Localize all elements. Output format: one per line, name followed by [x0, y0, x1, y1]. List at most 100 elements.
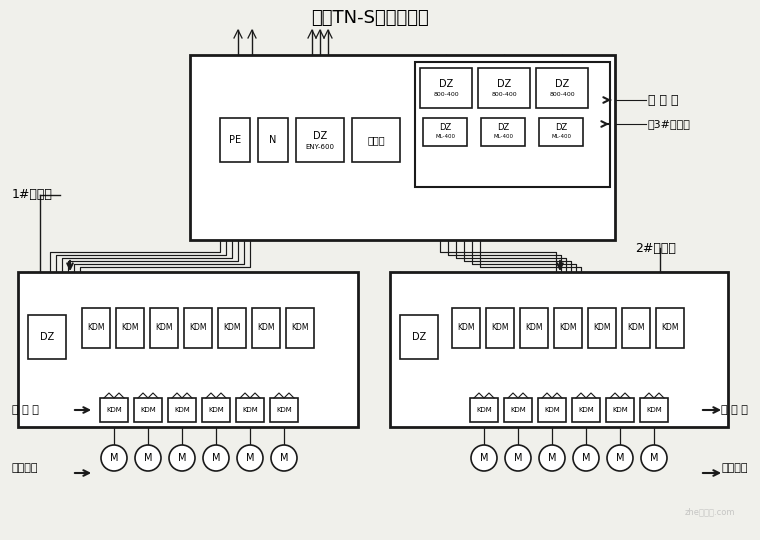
Bar — [190, 55, 615, 240]
Text: KDM: KDM — [87, 323, 105, 333]
Text: M: M — [650, 453, 658, 463]
Text: 800-400: 800-400 — [549, 91, 575, 97]
Bar — [538, 398, 566, 422]
Text: DZ: DZ — [412, 332, 426, 342]
Text: M: M — [178, 453, 186, 463]
Bar — [252, 308, 280, 348]
Bar — [554, 308, 582, 348]
Text: KDM: KDM — [612, 407, 628, 413]
Circle shape — [101, 445, 127, 471]
Text: KDM: KDM — [257, 323, 275, 333]
Circle shape — [271, 445, 297, 471]
Text: KDM: KDM — [276, 407, 292, 413]
Text: KDM: KDM — [646, 407, 662, 413]
Text: KDM: KDM — [291, 323, 309, 333]
Bar — [150, 308, 178, 348]
Text: DZ: DZ — [555, 124, 567, 132]
Bar — [656, 308, 684, 348]
Text: M: M — [109, 453, 119, 463]
Text: KDM: KDM — [242, 407, 258, 413]
Bar — [270, 398, 298, 422]
Text: ENY-600: ENY-600 — [306, 144, 334, 150]
Text: 电度表: 电度表 — [367, 135, 385, 145]
Text: PE: PE — [229, 135, 241, 145]
Text: ML-400: ML-400 — [435, 134, 455, 139]
Text: KDM: KDM — [661, 323, 679, 333]
Text: 2#分电箱: 2#分电箱 — [635, 241, 676, 254]
Text: DZ: DZ — [497, 124, 509, 132]
Text: M: M — [245, 453, 255, 463]
Bar — [352, 118, 400, 162]
Text: 随 机 箱: 随 机 箱 — [721, 405, 748, 415]
Text: zhe工程网.com: zhe工程网.com — [685, 508, 735, 516]
Text: 随 机 箱: 随 机 箱 — [12, 405, 39, 415]
Bar — [423, 118, 467, 146]
Text: DZ: DZ — [313, 131, 327, 141]
Circle shape — [237, 445, 263, 471]
Text: KDM: KDM — [189, 323, 207, 333]
Circle shape — [573, 445, 599, 471]
Text: KDM: KDM — [578, 407, 594, 413]
Text: ML-400: ML-400 — [551, 134, 571, 139]
Bar — [28, 315, 66, 359]
Bar — [296, 118, 344, 162]
Bar — [520, 308, 548, 348]
Text: KDM: KDM — [140, 407, 156, 413]
Text: DZ: DZ — [439, 79, 453, 89]
Bar — [470, 398, 498, 422]
Circle shape — [641, 445, 667, 471]
Bar — [622, 308, 650, 348]
Text: 大厦TN-S供电系统图: 大厦TN-S供电系统图 — [311, 9, 429, 27]
Text: 800-400: 800-400 — [433, 91, 459, 97]
Text: KDM: KDM — [491, 323, 508, 333]
Text: M: M — [480, 453, 488, 463]
Text: 1#分电箱: 1#分电箱 — [12, 188, 53, 201]
Bar — [572, 398, 600, 422]
Text: KDM: KDM — [627, 323, 644, 333]
Text: M: M — [548, 453, 556, 463]
Circle shape — [607, 445, 633, 471]
Bar — [258, 118, 288, 162]
Circle shape — [203, 445, 229, 471]
Circle shape — [169, 445, 195, 471]
Bar — [400, 315, 438, 359]
Text: KDM: KDM — [559, 323, 577, 333]
Bar — [420, 68, 472, 108]
Circle shape — [539, 445, 565, 471]
Bar — [220, 118, 250, 162]
Text: M: M — [280, 453, 288, 463]
Text: DZ: DZ — [555, 79, 569, 89]
Circle shape — [505, 445, 531, 471]
Bar — [481, 118, 525, 146]
Bar — [18, 272, 358, 427]
Text: KDM: KDM — [106, 407, 122, 413]
Bar — [202, 398, 230, 422]
Text: 总 电 箱: 总 电 箱 — [648, 93, 679, 106]
Text: KDM: KDM — [155, 323, 173, 333]
Text: KDM: KDM — [594, 323, 611, 333]
Bar — [452, 308, 480, 348]
Bar — [539, 118, 583, 146]
Text: KDM: KDM — [223, 323, 241, 333]
Text: DZ: DZ — [40, 332, 54, 342]
Text: M: M — [144, 453, 152, 463]
Text: KDM: KDM — [122, 323, 139, 333]
Text: ML-400: ML-400 — [493, 134, 513, 139]
Text: 用电设备: 用电设备 — [721, 463, 748, 473]
Text: KDM: KDM — [525, 323, 543, 333]
Text: 用电设备: 用电设备 — [12, 463, 39, 473]
Text: 接3#分电箱: 接3#分电箱 — [648, 119, 691, 129]
Text: DZ: DZ — [439, 124, 451, 132]
Bar — [504, 398, 532, 422]
Text: KDM: KDM — [458, 323, 475, 333]
Circle shape — [471, 445, 497, 471]
Text: M: M — [616, 453, 624, 463]
Text: KDM: KDM — [476, 407, 492, 413]
Bar — [486, 308, 514, 348]
Text: M: M — [514, 453, 522, 463]
Bar — [286, 308, 314, 348]
Bar — [168, 398, 196, 422]
Bar — [184, 308, 212, 348]
Bar — [640, 398, 668, 422]
Text: N: N — [269, 135, 277, 145]
